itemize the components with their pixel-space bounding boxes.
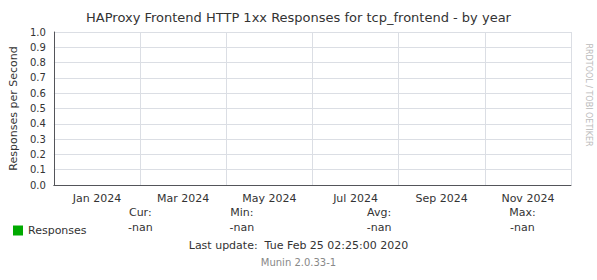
svg-text:Jan 2024: Jan 2024: [72, 192, 121, 205]
svg-text:0.1: 0.1: [30, 164, 46, 175]
svg-text:0.3: 0.3: [30, 134, 46, 145]
svg-text:0.7: 0.7: [30, 72, 46, 83]
svg-text:Responses per Second: Responses per Second: [7, 46, 20, 170]
svg-text:0.9: 0.9: [30, 42, 46, 53]
svg-text:Cur:: Cur:: [129, 206, 152, 219]
svg-text:HAProxy Frontend HTTP 1xx Resp: HAProxy Frontend HTTP 1xx Responses for …: [86, 10, 512, 25]
svg-text:0.8: 0.8: [30, 57, 46, 68]
svg-text:Avg:: Avg:: [367, 206, 391, 219]
svg-text:0.5: 0.5: [30, 103, 46, 114]
svg-text:Sep 2024: Sep 2024: [416, 192, 468, 205]
svg-text:Responses: Responses: [28, 224, 87, 237]
svg-text:-nan: -nan: [229, 221, 254, 234]
svg-text:1.0: 1.0: [30, 27, 46, 38]
svg-text:Jul 2024: Jul 2024: [332, 192, 378, 205]
svg-text:RRDTOOL / TOBI OETIKER: RRDTOOL / TOBI OETIKER: [584, 43, 593, 146]
svg-text:Nov 2024: Nov 2024: [501, 192, 554, 205]
svg-text:0.2: 0.2: [30, 149, 46, 160]
svg-text:Munin 2.0.33-1: Munin 2.0.33-1: [261, 257, 336, 268]
svg-text:0.0: 0.0: [30, 180, 46, 191]
svg-text:Max:: Max:: [509, 206, 535, 219]
svg-text:May 2024: May 2024: [242, 192, 296, 205]
svg-text:-nan: -nan: [367, 221, 392, 234]
svg-text:0.6: 0.6: [30, 88, 46, 99]
svg-text:Min:: Min:: [230, 206, 253, 219]
svg-text:Last update: Tue Feb 25 02:25: Last update: Tue Feb 25 02:25:00 2020: [189, 239, 409, 252]
svg-text:-nan: -nan: [510, 221, 535, 234]
svg-text:0.4: 0.4: [30, 118, 46, 129]
svg-text:-nan: -nan: [128, 221, 153, 234]
svg-text:Mar 2024: Mar 2024: [157, 192, 209, 205]
